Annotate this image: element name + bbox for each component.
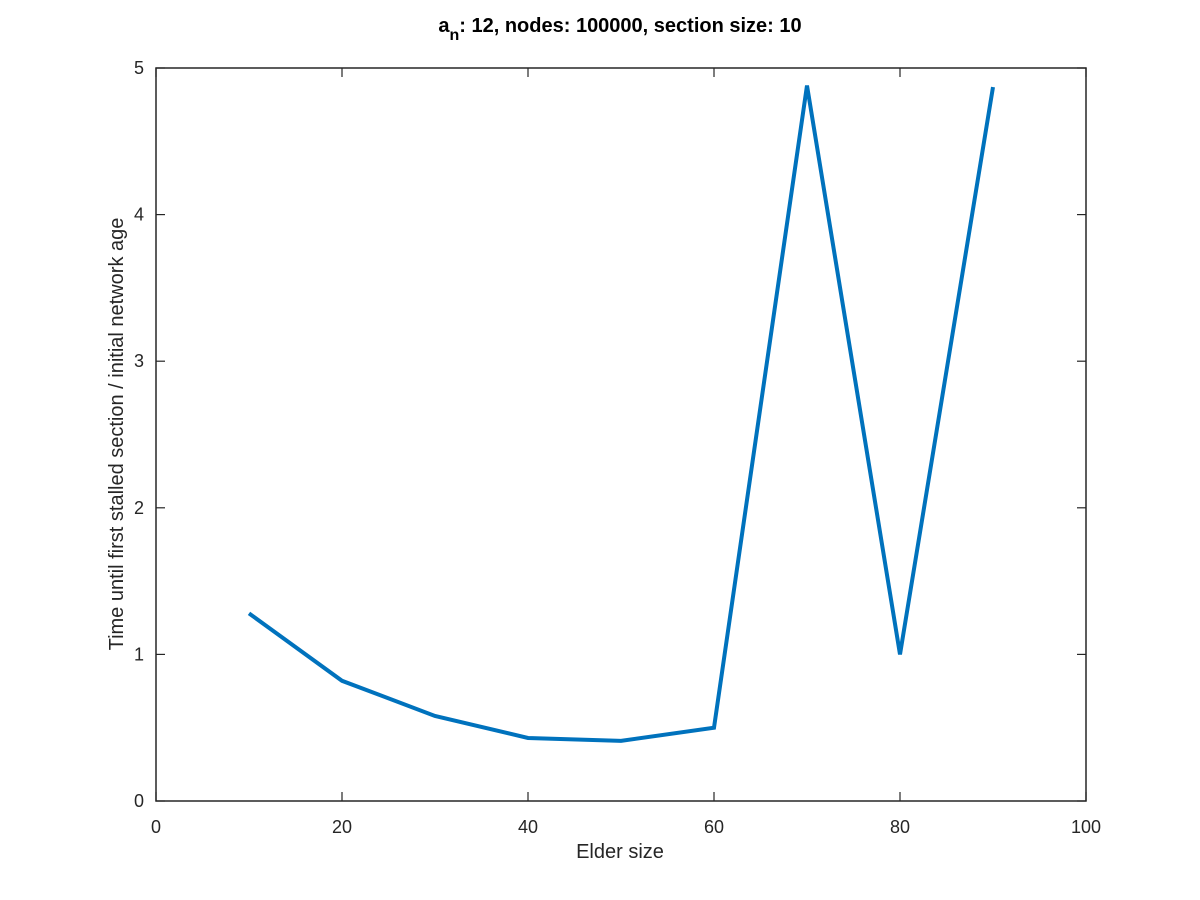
ticks-layer: 0 20 40 60 80 100 0 1 2 3 4 5: [134, 58, 1101, 837]
x-tick-label-0: 0: [151, 817, 161, 837]
title-text: : 12, nodes: 100000, section size: 10: [459, 15, 801, 37]
series-layer: [247, 85, 995, 743]
axes-layer: [155, 67, 1087, 802]
y-tick-label-1: 1: [134, 644, 144, 664]
x-tick-label-80: 80: [890, 817, 910, 837]
x-tick-label-60: 60: [704, 817, 724, 837]
chart-title: an: 12, nodes: 100000, section size: 10: [438, 15, 801, 44]
plot-background: [156, 68, 1086, 801]
y-tick-label-0: 0: [134, 791, 144, 811]
title-subscript: n: [449, 27, 459, 44]
y-tick-label-2: 2: [134, 498, 144, 518]
y-tick-label-4: 4: [134, 205, 144, 225]
x-tick-label-40: 40: [518, 817, 538, 837]
series-line-1: [247, 85, 995, 743]
x-tick-label-20: 20: [332, 817, 352, 837]
y-tick-label-5: 5: [134, 58, 144, 78]
x-tick-label-100: 100: [1071, 817, 1101, 837]
axes-box: [155, 67, 1087, 802]
plot-area: [156, 68, 1086, 801]
y-axis-label: Time until first stalled section / initi…: [106, 218, 128, 651]
x-axis-label: Elder size: [576, 841, 664, 863]
y-tick-label-3: 3: [134, 351, 144, 371]
title-symbol: a: [438, 15, 450, 37]
